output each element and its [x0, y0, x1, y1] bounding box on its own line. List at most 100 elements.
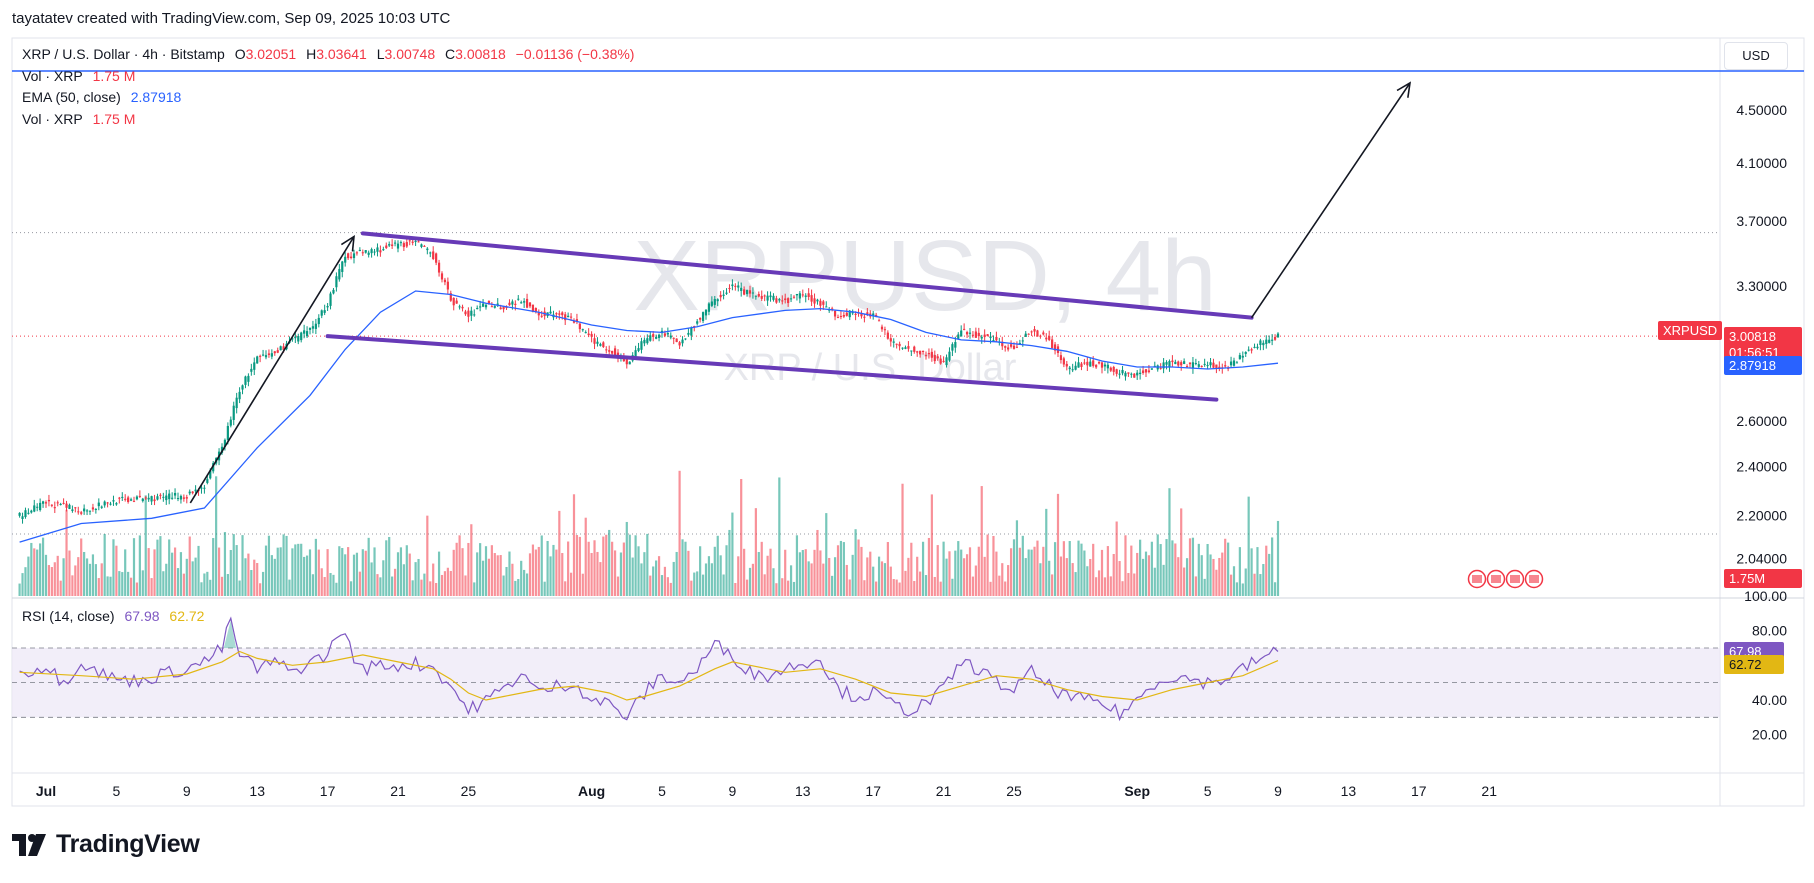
volume-bar [484, 546, 488, 596]
volume-bar [963, 558, 966, 596]
volume-bar [429, 581, 432, 596]
legend-volume-row[interactable]: Vol · XRP 1.75 M [22, 66, 634, 88]
candle-body [300, 332, 303, 341]
candle-body [593, 338, 596, 344]
volume-bar [569, 572, 573, 596]
candle-body [282, 346, 285, 350]
candle-body [382, 249, 385, 251]
tradingview-footer[interactable]: TradingView [12, 830, 200, 859]
volume-bar [247, 553, 250, 596]
legend-ema-row[interactable]: EMA (50, close) 2.87918 [22, 87, 634, 109]
volume-bar [1130, 545, 1133, 596]
volume-bar [528, 553, 532, 596]
volume-bar [338, 546, 341, 596]
volume-bar [511, 563, 514, 596]
volume-bar [1218, 557, 1221, 596]
volume-bar [65, 509, 68, 596]
candle-body [602, 342, 605, 347]
candle-body [1185, 365, 1189, 367]
volume-bar [613, 550, 617, 596]
candle-body [115, 503, 118, 505]
candle-body [851, 312, 854, 314]
candle-body [423, 245, 426, 247]
time-tick-label: 9 [729, 783, 737, 799]
last-price-value: 3.00818 [1729, 329, 1776, 345]
candle-body [367, 252, 370, 255]
volume-bar [537, 546, 540, 596]
volume-bar [103, 534, 106, 596]
volume-bar [995, 551, 998, 596]
candle-body [470, 310, 473, 316]
grid-layer [11, 37, 1805, 807]
candle-body [355, 252, 359, 254]
candle-body [1177, 361, 1180, 366]
candle-body [681, 339, 684, 344]
candle-body [822, 301, 825, 305]
candle-body [502, 306, 505, 310]
candle-body [223, 439, 227, 447]
candle-body [437, 262, 441, 273]
candle-body [41, 501, 45, 504]
volume-bar [555, 549, 558, 596]
volume-bar [121, 572, 124, 596]
volume-bar [957, 541, 960, 596]
candle-body [813, 298, 816, 304]
volume-bar [1127, 573, 1130, 596]
candle-body [596, 341, 599, 344]
legend-volume-row-2[interactable]: Vol · XRP 1.75 M [22, 109, 634, 131]
ema-price-tag: 2.87918 [1724, 356, 1802, 376]
volume-bar [1015, 520, 1019, 596]
candle-body [65, 503, 68, 508]
legend-ohlc-row[interactable]: XRP / U.S. Dollar · 4h · Bitstamp O3.020… [22, 44, 634, 66]
volume-bar [1147, 555, 1151, 596]
candle-body [704, 309, 708, 316]
candle-body [417, 241, 420, 243]
volume-bar [1062, 541, 1065, 596]
volume-bar [256, 563, 259, 596]
volume-bar [927, 537, 931, 596]
rsi-legend[interactable]: RSI (14, close) 67.98 62.72 [22, 608, 204, 624]
volume-bar [520, 560, 523, 596]
volume-bar [1092, 543, 1095, 596]
volume-bar [53, 562, 56, 596]
volume-bar [376, 574, 379, 596]
candle-body [162, 496, 165, 498]
candle-body [534, 308, 537, 313]
candle-body [47, 499, 51, 502]
candle-body [364, 250, 367, 253]
candle-body [314, 323, 317, 329]
volume-bar [578, 536, 581, 596]
volume-bar [259, 583, 262, 596]
candle-body [1224, 365, 1227, 367]
candle-body [481, 303, 485, 307]
volume-bar [420, 579, 423, 596]
volume-bar [904, 570, 907, 596]
volume-bar [989, 581, 992, 596]
time-tick-label: 13 [1341, 783, 1357, 799]
volume-bar [147, 548, 150, 596]
volume-bar [408, 553, 411, 596]
volume-bar [845, 564, 848, 596]
volume-bar [41, 537, 45, 596]
volume-bar [1271, 537, 1274, 596]
volume-bar [417, 558, 420, 596]
legend-o-label: O [234, 46, 246, 62]
price-tick-label: 4.10000 [1736, 155, 1787, 171]
volume-bar [223, 532, 227, 596]
volume-bar [611, 541, 614, 596]
volume-bar [992, 535, 995, 596]
candle-body [279, 346, 282, 351]
legend-c-label: C [445, 46, 456, 62]
candle-body [391, 244, 394, 246]
candle-body [1256, 346, 1259, 349]
volume-bar [18, 583, 21, 596]
candle-body [83, 508, 86, 512]
volume-bar [373, 547, 376, 596]
volume-bar [549, 556, 552, 596]
volume-bar [1168, 488, 1171, 596]
candle-body [188, 491, 191, 494]
volume-bar [669, 582, 672, 596]
currency-button[interactable]: USD [1724, 42, 1788, 70]
volume-bar [1133, 573, 1136, 596]
